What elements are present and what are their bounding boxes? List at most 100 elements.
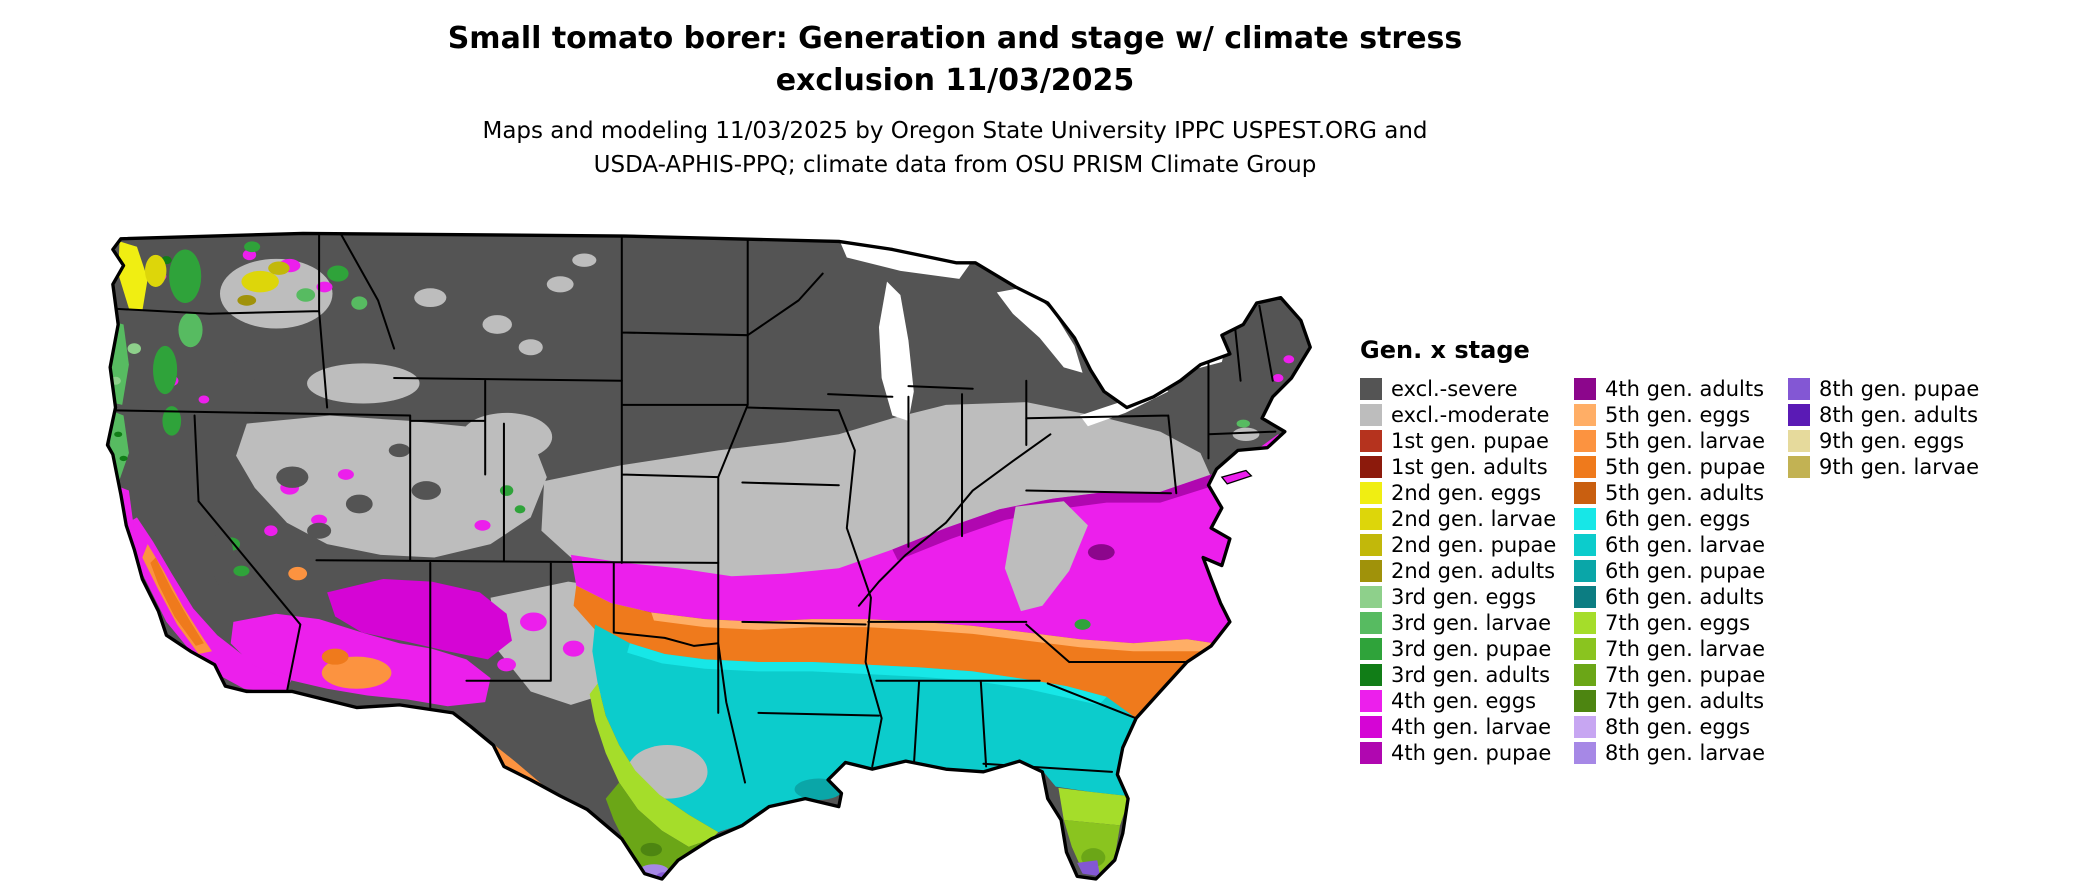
legend-label-g5_adults: 5th gen. adults [1605,481,1765,505]
map-region-g4_eggs [264,525,278,537]
map-region-g8_pupae [1069,877,1078,879]
legend-label-g9_eggs: 9th gen. eggs [1819,429,1965,453]
map-shape [1025,302,1277,495]
map-region-g3_pupae [514,505,526,514]
legend-swatch-g4_larvae [1360,716,1382,738]
legend-item-g2_eggs: 2nd gen. eggs [1360,480,1574,506]
map-header: Small tomato borer: Generation and stage… [85,18,1825,182]
map-region-g2_adults [237,295,257,306]
legend-item-g3_pupae: 3rd gen. pupae [1360,636,1574,662]
map-region-g2_larvae [144,254,167,287]
map-region-excl_moderate [307,363,420,404]
legend-label-excl_moderate: excl.-moderate [1391,403,1550,427]
legend-label-g4_eggs: 4th gen. eggs [1391,689,1537,713]
map-region-g4_adults [1087,544,1115,561]
legend-label-g4_adults: 4th gen. adults [1605,377,1765,401]
map-region-excl_moderate [518,339,543,356]
map-region-excl_moderate [1232,427,1260,441]
map-shape [996,286,1083,373]
legend-label-g5_larvae: 5th gen. larvae [1605,429,1766,453]
legend-item-g8_pupae: 8th gen. pupae [1788,376,2002,402]
legend-swatch-excl_severe [1360,378,1382,400]
map-title: Small tomato borer: Generation and stage… [85,18,1825,102]
legend-label-g1_pupae: 1st gen. pupae [1391,429,1549,453]
legend-label-g3_adults: 3rd gen. adults [1391,663,1551,687]
legend-label-g2_larvae: 2nd gen. larvae [1391,507,1557,531]
map-region-g7_larvae [1063,820,1121,874]
legend-label-g4_pupae: 4th gen. pupae [1391,741,1552,765]
map-region-g6_eggs [627,643,1107,705]
map-region-g5_pupae [150,557,204,646]
map-subtitle-line1: Maps and modeling 11/03/2025 by Oregon S… [482,118,1428,144]
legend-columns: excl.-severe excl.-moderate 1st gen. pupae… [1360,376,2002,766]
legend-swatch-g7_adults [1574,690,1596,712]
legend-swatch-g9_eggs [1788,430,1810,452]
purple-8th-gen [639,860,1100,879]
map-region-excl_severe [307,522,332,539]
map-region-g4_eggs [497,657,516,672]
legend-item-g4_larvae: 4th gen. larvae [1360,714,1574,740]
legend-swatch-g5_adults [1574,482,1596,504]
legend-label-g4_larvae: 4th gen. larvae [1391,715,1552,739]
legend-label-g3_eggs: 3rd gen. eggs [1391,585,1537,609]
map-subtitle-line2: USDA-APHIS-PPQ; climate data from OSU PR… [593,152,1317,178]
legend-swatch-g5_larvae [1574,430,1596,452]
map-region-g3_pupae [327,265,349,282]
legend-swatch-g2_adults [1360,560,1382,582]
legend-item-g4_adults: 4th gen. adults [1574,376,1788,402]
map-title-line1: Small tomato borer: Generation and stage… [447,21,1463,56]
map-region-g3_larvae [296,288,316,302]
legend-item-g8_eggs: 8th gen. eggs [1574,714,1788,740]
conus-map [105,231,1312,881]
legend-item-g6_larvae: 6th gen. larvae [1574,532,1788,558]
map-region-excl_moderate [572,253,597,267]
legend-item-g3_adults: 3rd gen. adults [1360,662,1574,688]
legend-label-g8_eggs: 8th gen. eggs [1605,715,1751,739]
legend-item-g4_pupae: 4th gen. pupae [1360,740,1574,766]
legend-label-g8_larvae: 8th gen. larvae [1605,741,1766,765]
map-shape [838,238,973,279]
legend: Gen. x stage excl.-severe excl.-moderate 1… [1360,336,2002,766]
legend-swatch-g8_adults [1788,404,1810,426]
legend-column: excl.-severe excl.-moderate 1st gen. pupae… [1360,376,1574,766]
map-region-g4_eggs [316,281,333,293]
map-region-g4_larvae [327,578,512,660]
map-region-excl_moderate [546,276,574,293]
map-region-g4_eggs [311,514,328,526]
map-region-g3_adults [119,455,128,462]
map-region-g4_pupae [892,474,1216,561]
map-shape [741,272,1052,768]
legend-item-g9_larvae: 9th gen. larvae [1788,454,2002,480]
legend-label-g9_larvae: 9th gen. larvae [1819,455,1980,479]
map-region-excl_moderate [541,402,1212,582]
map-region-g3_larvae [1236,419,1250,428]
legend-item-excl_severe: excl.-severe [1360,376,1574,402]
legend-label-g2_pupae: 2nd gen. pupae [1391,533,1557,557]
legend-swatch-g5_eggs [1574,404,1596,426]
legend-swatch-g7_larvae [1574,638,1596,660]
map-region-g4_eggs [337,469,354,480]
legend-swatch-g1_adults [1360,456,1382,478]
legend-swatch-g7_eggs [1574,612,1596,634]
legend-label-g6_pupae: 6th gen. pupae [1605,559,1766,583]
legend-swatch-g6_larvae [1574,534,1596,556]
map-region-excl_moderate [414,288,447,308]
map-region-g3_eggs [127,343,141,354]
legend-item-g6_pupae: 6th gen. pupae [1574,558,1788,584]
legend-item-g2_adults: 2nd gen. adults [1360,558,1574,584]
legend-item-g4_eggs: 4th gen. eggs [1360,688,1574,714]
legend-swatch-g3_larvae [1360,612,1382,634]
map-region-g3_pupae [499,485,514,496]
map-region-g7_adults [640,842,662,857]
legend-swatch-g4_adults [1574,378,1596,400]
map-region-g3_pupae [153,345,178,395]
legend-swatch-g2_larvae [1360,508,1382,530]
legend-item-excl_moderate: excl.-moderate [1360,402,1574,428]
us-outline [105,231,1312,881]
legend-swatch-g9_larvae [1788,456,1810,478]
legend-label-g3_pupae: 3rd gen. pupae [1391,637,1552,661]
legend-swatch-g6_adults [1574,586,1596,608]
map-region-g4_eggs [474,520,491,531]
map-region-g2_pupae [268,261,290,275]
legend-item-g3_larvae: 3rd gen. larvae [1360,610,1574,636]
